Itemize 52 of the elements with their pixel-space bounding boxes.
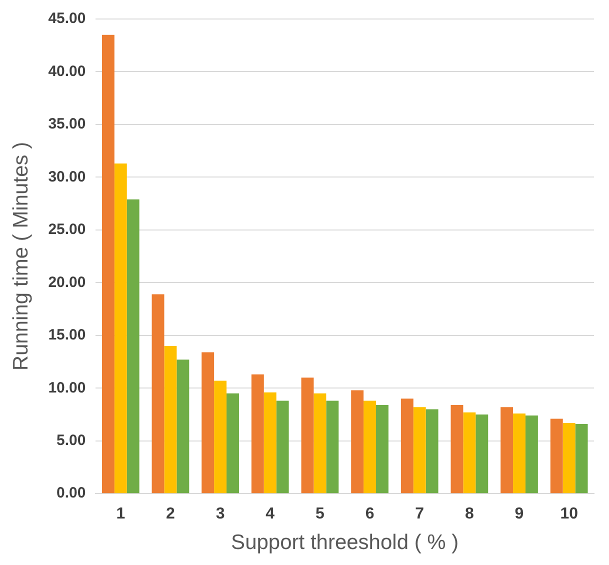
y-tick-label: 30.00 <box>48 168 86 186</box>
y-tick-label: 0.00 <box>56 484 86 502</box>
y-tick-label: 35.00 <box>48 116 86 133</box>
x-tick-label: 5 <box>316 506 324 523</box>
x-tick-label: 3 <box>216 506 225 523</box>
bar <box>476 414 488 494</box>
bar <box>126 199 140 494</box>
y-tick-label: 15.00 <box>48 326 86 344</box>
y-tick-label: 25.00 <box>48 221 86 238</box>
x-tick-label: 10 <box>560 506 578 523</box>
bar <box>426 409 438 494</box>
bar <box>164 346 177 494</box>
bar <box>114 163 127 494</box>
x-tick-label: 4 <box>266 506 275 523</box>
bar <box>314 393 326 494</box>
y-tick-label: 45.00 <box>48 10 86 28</box>
y-tick-label: 5.00 <box>56 432 86 450</box>
bar <box>400 398 414 494</box>
bar <box>176 360 190 494</box>
bar <box>202 352 214 494</box>
x-tick-label: 2 <box>166 506 176 523</box>
x-tick-label: 6 <box>365 506 374 523</box>
bar <box>364 400 376 494</box>
x-tick-label: 1 <box>116 506 126 523</box>
bar <box>226 393 239 494</box>
bar <box>102 34 114 494</box>
bar <box>376 405 388 494</box>
y-tick-label: 10.00 <box>48 379 86 396</box>
bar <box>413 407 426 494</box>
bar <box>214 380 227 494</box>
bar <box>550 418 563 494</box>
bar <box>525 416 538 494</box>
bar <box>575 424 588 494</box>
bar <box>562 422 576 494</box>
bar <box>264 392 276 494</box>
bar <box>251 374 264 494</box>
x-tick-label: 9 <box>514 506 524 523</box>
y-tick-label: 40.00 <box>48 62 86 80</box>
y-tick-label: 20.00 <box>48 274 86 291</box>
bar <box>513 413 526 494</box>
x-tick-label: 8 <box>464 506 474 523</box>
x-tick-label: 7 <box>415 506 424 523</box>
bar <box>326 400 339 494</box>
bar <box>276 400 289 494</box>
bar <box>463 412 476 494</box>
bar <box>450 405 464 494</box>
bar <box>152 294 164 494</box>
y-axis-title: Running time ( Minutes ) <box>9 142 32 371</box>
bar <box>500 407 514 494</box>
bar <box>351 390 364 494</box>
bar <box>301 378 314 494</box>
x-axis-title: Support threeshold ( % ) <box>231 531 459 554</box>
